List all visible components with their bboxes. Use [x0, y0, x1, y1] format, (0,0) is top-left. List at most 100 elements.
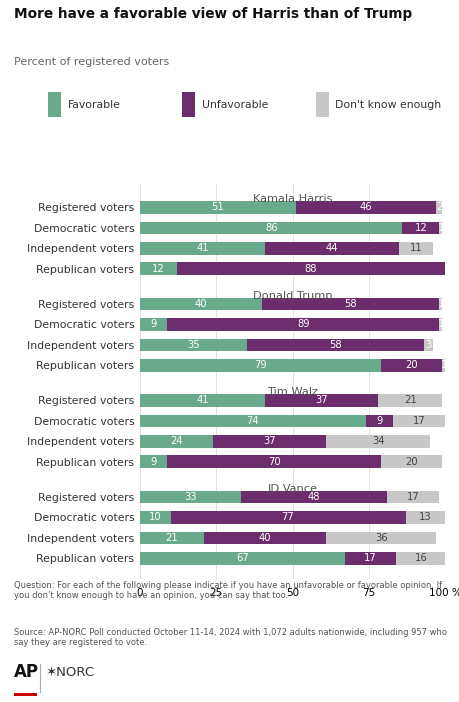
- FancyBboxPatch shape: [182, 92, 195, 117]
- Text: 58: 58: [344, 299, 357, 309]
- Bar: [403, 222, 439, 234]
- Text: 40: 40: [259, 533, 271, 543]
- Text: 16: 16: [414, 553, 427, 563]
- Bar: [247, 338, 424, 351]
- Text: 1: 1: [437, 223, 444, 233]
- Text: 12: 12: [414, 223, 427, 233]
- Bar: [140, 491, 241, 503]
- Text: 37: 37: [263, 437, 276, 446]
- Text: 34: 34: [372, 437, 384, 446]
- Text: 35: 35: [187, 340, 200, 350]
- Bar: [140, 511, 171, 524]
- Text: 21: 21: [166, 533, 179, 543]
- Bar: [140, 531, 204, 544]
- Text: 17: 17: [364, 553, 377, 563]
- Bar: [204, 531, 326, 544]
- Bar: [439, 318, 442, 331]
- Bar: [442, 359, 445, 371]
- Bar: [140, 222, 403, 234]
- Text: 37: 37: [315, 395, 328, 406]
- Text: 58: 58: [329, 340, 341, 350]
- Bar: [168, 318, 439, 331]
- Bar: [296, 201, 436, 214]
- Bar: [140, 201, 296, 214]
- Text: 44: 44: [326, 244, 339, 253]
- Bar: [381, 359, 442, 371]
- Bar: [140, 359, 381, 371]
- Bar: [213, 435, 326, 448]
- Text: 1: 1: [441, 360, 447, 370]
- Text: 17: 17: [413, 416, 425, 426]
- Text: 48: 48: [308, 492, 320, 502]
- Text: Kamala Harris: Kamala Harris: [253, 194, 332, 204]
- FancyBboxPatch shape: [14, 693, 37, 696]
- Text: 77: 77: [282, 512, 294, 522]
- Bar: [393, 415, 445, 428]
- Text: 74: 74: [246, 416, 259, 426]
- Text: 89: 89: [297, 319, 310, 329]
- Bar: [140, 298, 262, 310]
- Text: 33: 33: [184, 492, 196, 502]
- Text: 21: 21: [404, 395, 416, 406]
- Text: 24: 24: [170, 437, 183, 446]
- Text: JD Vance: JD Vance: [268, 484, 318, 494]
- Bar: [168, 456, 381, 468]
- Text: Donald Trump: Donald Trump: [253, 291, 332, 300]
- Text: ✶NORC: ✶NORC: [46, 665, 95, 679]
- Text: Don't know enough: Don't know enough: [336, 100, 442, 110]
- Bar: [171, 511, 406, 524]
- Text: 9: 9: [151, 319, 157, 329]
- Bar: [397, 552, 445, 564]
- Text: Favorable: Favorable: [68, 100, 121, 110]
- Text: 86: 86: [265, 223, 278, 233]
- Text: 20: 20: [405, 457, 418, 467]
- Bar: [439, 298, 442, 310]
- Bar: [366, 415, 393, 428]
- Bar: [265, 242, 399, 255]
- Bar: [262, 298, 439, 310]
- Bar: [265, 394, 378, 406]
- Text: 11: 11: [410, 244, 423, 253]
- Bar: [140, 456, 168, 468]
- Bar: [424, 338, 433, 351]
- Bar: [406, 511, 445, 524]
- Bar: [345, 552, 397, 564]
- Text: 41: 41: [196, 244, 209, 253]
- Bar: [140, 394, 265, 406]
- Text: 40: 40: [195, 299, 207, 309]
- FancyBboxPatch shape: [48, 92, 62, 117]
- Text: 2: 2: [436, 202, 442, 213]
- Bar: [140, 415, 366, 428]
- Text: Question: For each of the following please indicate if you have an unfavorable o: Question: For each of the following plea…: [14, 581, 442, 600]
- Text: More have a favorable view of Harris than of Trump: More have a favorable view of Harris tha…: [14, 7, 412, 21]
- Text: 36: 36: [375, 533, 387, 543]
- FancyBboxPatch shape: [316, 92, 329, 117]
- Text: 88: 88: [305, 264, 317, 274]
- Text: AP: AP: [14, 663, 39, 681]
- Bar: [439, 222, 442, 234]
- Text: 79: 79: [254, 360, 267, 370]
- Bar: [140, 552, 345, 564]
- Bar: [326, 531, 436, 544]
- Text: 46: 46: [359, 202, 372, 213]
- Text: Percent of registered voters: Percent of registered voters: [14, 57, 169, 67]
- Bar: [177, 263, 445, 275]
- Text: 67: 67: [236, 553, 249, 563]
- Bar: [381, 456, 442, 468]
- Text: Source: AP-NORC Poll conducted October 11-14, 2024 with 1,072 adults nationwide,: Source: AP-NORC Poll conducted October 1…: [14, 628, 447, 647]
- Bar: [140, 242, 265, 255]
- Text: 51: 51: [212, 202, 224, 213]
- Text: 1: 1: [437, 319, 444, 329]
- Text: Unfavorable: Unfavorable: [202, 100, 268, 110]
- Text: 17: 17: [407, 492, 420, 502]
- Text: 1: 1: [437, 299, 444, 309]
- Bar: [399, 242, 433, 255]
- Bar: [140, 435, 213, 448]
- Bar: [326, 435, 430, 448]
- Bar: [387, 491, 439, 503]
- Text: 20: 20: [405, 360, 418, 370]
- Bar: [241, 491, 387, 503]
- Text: 9: 9: [376, 416, 383, 426]
- Bar: [140, 318, 168, 331]
- Text: 9: 9: [151, 457, 157, 467]
